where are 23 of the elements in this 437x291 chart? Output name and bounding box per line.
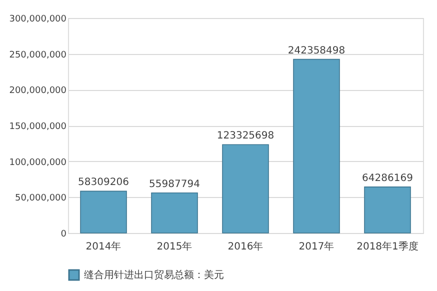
bar bbox=[364, 186, 411, 234]
data-label: 64286169 bbox=[362, 172, 413, 184]
y-tick-label: 100,000,000 bbox=[9, 158, 67, 168]
x-tick-label: 2017年 bbox=[298, 240, 334, 252]
bar bbox=[80, 190, 127, 234]
x-tick-label: 2014年 bbox=[86, 240, 122, 252]
y-tick-label: 250,000,000 bbox=[9, 50, 67, 60]
y-tick-label: 0 bbox=[60, 230, 67, 240]
y-tick-label: 150,000,000 bbox=[9, 122, 67, 132]
data-label: 242358498 bbox=[288, 45, 346, 56]
x-tick-label: 2018年1季度 bbox=[356, 240, 418, 252]
x-tick-label: 2016年 bbox=[228, 240, 264, 252]
x-tick-label: 2015年 bbox=[156, 240, 192, 252]
bar bbox=[151, 192, 198, 234]
bar bbox=[222, 144, 269, 234]
bar bbox=[293, 58, 340, 234]
data-label: 55987794 bbox=[149, 178, 200, 190]
y-tick-label: 50,000,000 bbox=[14, 194, 67, 204]
y-tick-label: 200,000,000 bbox=[9, 86, 67, 96]
legend-label: 缝合用针进出口贸易总额：美元 bbox=[84, 269, 224, 281]
y-tick-label: 300,000,000 bbox=[9, 14, 67, 24]
data-label: 58309206 bbox=[78, 177, 129, 188]
data-label: 123325698 bbox=[216, 130, 274, 142]
